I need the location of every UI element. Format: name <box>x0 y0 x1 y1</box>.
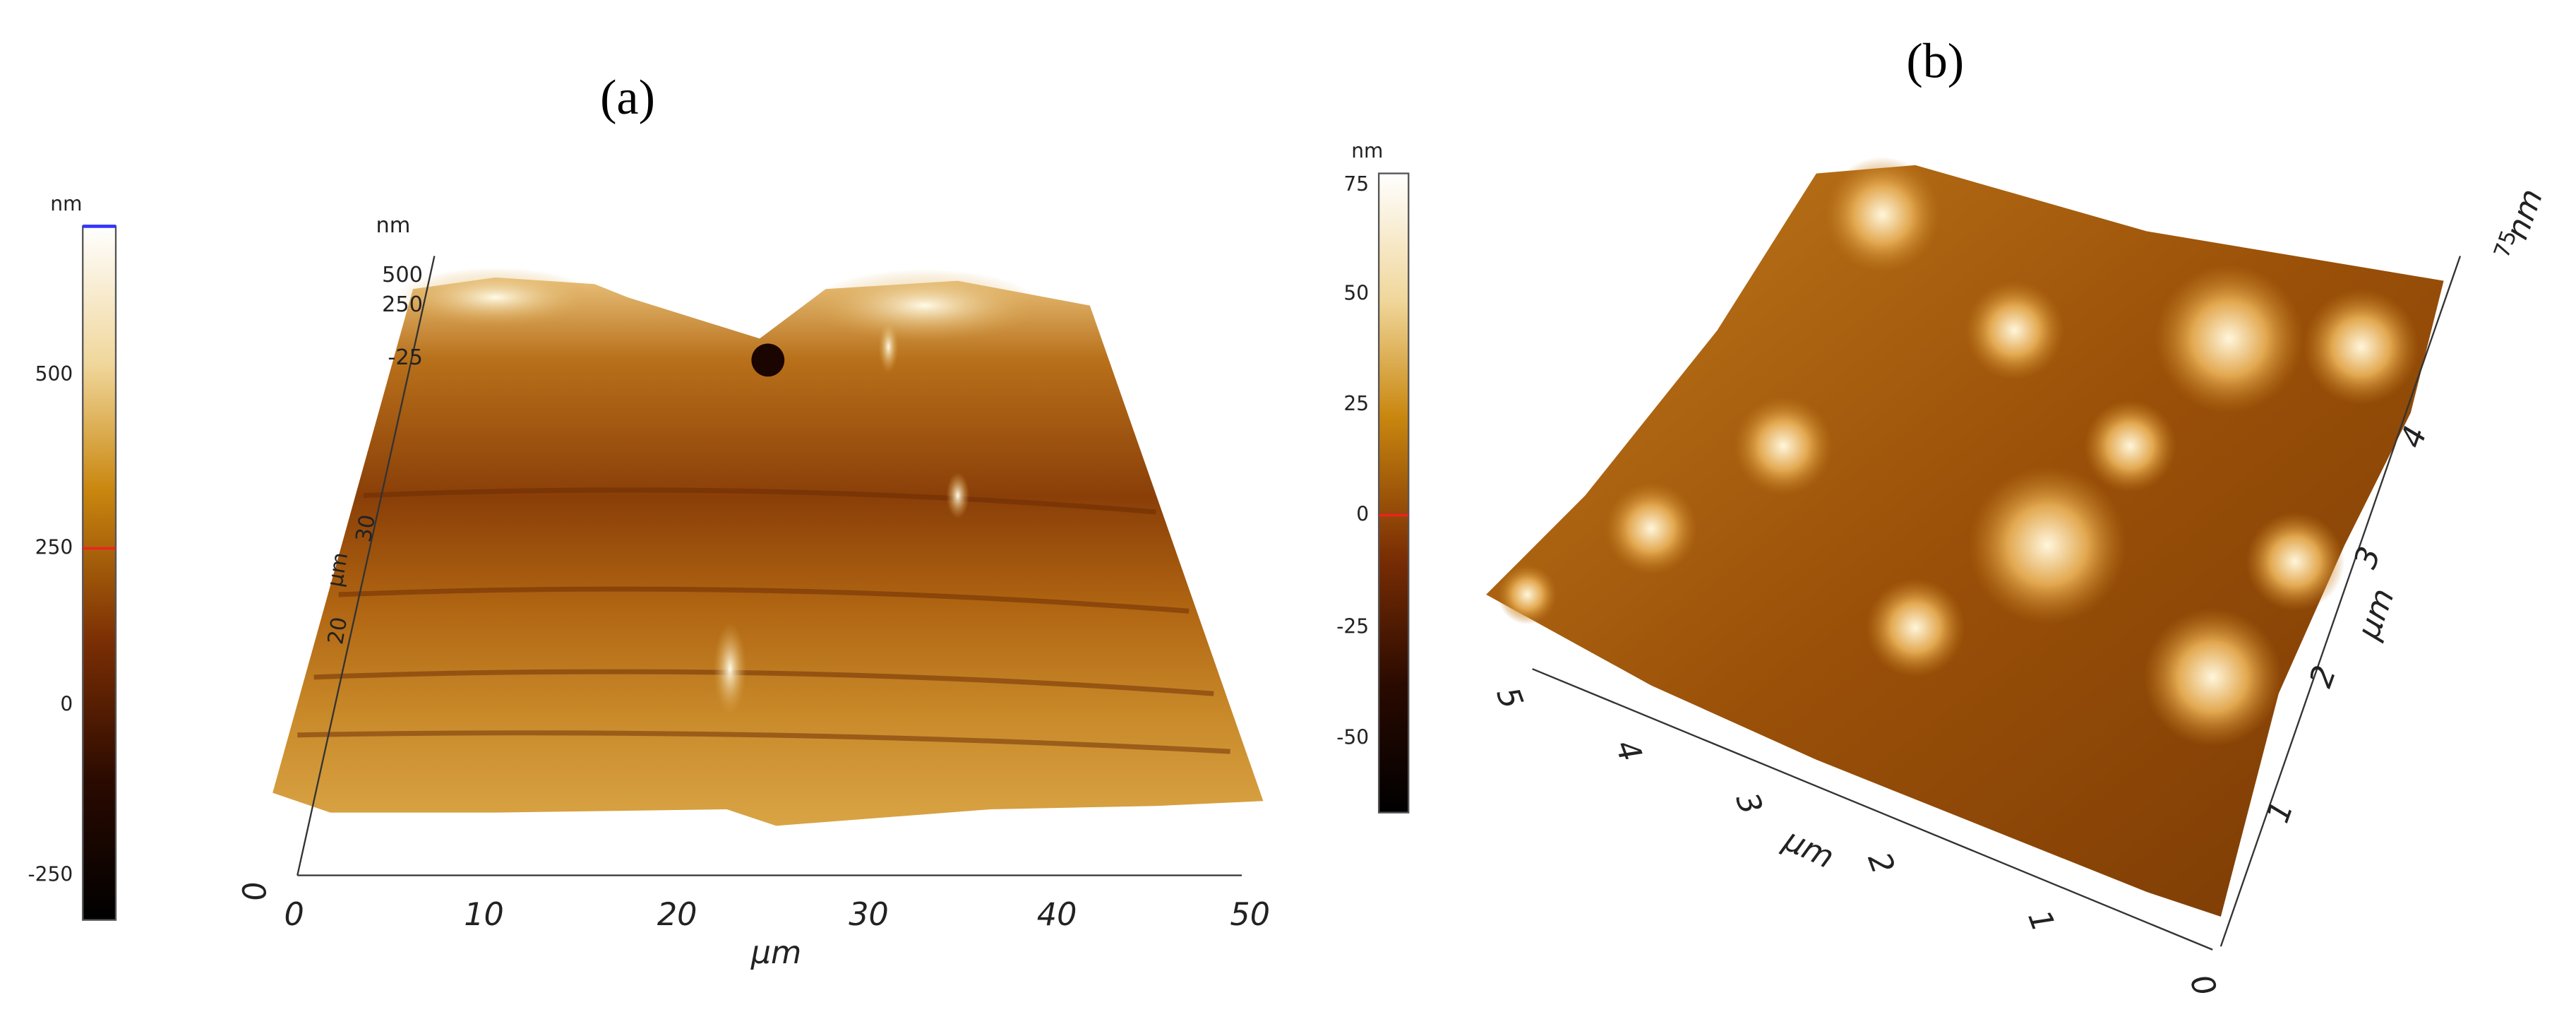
colorbar-tick-label: 75 <box>1343 172 1369 196</box>
origin-label: 0 <box>2182 970 2223 1001</box>
colorbar-tick-label: 0 <box>60 693 73 716</box>
surface-ridges <box>297 487 1230 754</box>
z-axis <box>296 256 436 876</box>
panel-b <box>1377 157 2462 951</box>
x-axis-tick-label: 40 <box>1037 897 1077 933</box>
y-axis-unit: µm <box>323 551 353 589</box>
surface-highlight <box>809 269 1041 343</box>
front-axis-unit: µm <box>1778 822 1839 876</box>
front-axis-tick-label: 3 <box>1728 788 1769 819</box>
colorbar-tick-label: -250 <box>28 863 73 886</box>
colorbar-tick-label: 250 <box>35 535 73 559</box>
panel-label: (b) <box>1906 34 1964 89</box>
front-axis-tick-label: 1 <box>2020 905 2061 936</box>
surface-pit <box>751 343 785 377</box>
panel-a <box>82 225 1264 921</box>
colorbar-unit: nm <box>50 192 82 215</box>
front-axis-tick-label: 5 <box>1489 682 1530 713</box>
front-axis <box>1532 668 2213 951</box>
y-axis-tick-label: 30 <box>352 513 381 544</box>
right-axis-tick-label: 1 <box>2260 797 2301 828</box>
colorbar-tick-label: -50 <box>1336 725 1369 749</box>
z-axis-tick-label: -25 <box>388 345 423 370</box>
colorbar-tick-label: 500 <box>35 362 73 386</box>
surface-peak <box>713 622 747 715</box>
panel-label: (a) <box>600 70 655 125</box>
right-axis-tick-label: 3 <box>2347 542 2388 573</box>
right-axis-unit: µm <box>2350 584 2402 645</box>
surface-highlight <box>396 267 595 328</box>
surface-peak <box>878 320 899 374</box>
z-axis-tick-label: 500 <box>382 263 423 287</box>
x-axis-unit: µm <box>750 935 802 971</box>
surface-peak <box>946 472 970 519</box>
origin-label: 0 <box>234 879 272 905</box>
x-axis-tick-label: 50 <box>1230 897 1270 933</box>
right-axis-tick-label: 4 <box>2394 422 2435 453</box>
colorbar <box>82 225 117 921</box>
colorbar-tick-label: 0 <box>1356 503 1369 526</box>
x-axis-tick-label: 20 <box>657 897 697 933</box>
surface-grains <box>1497 157 2419 747</box>
right-axis <box>2219 256 2462 947</box>
y-axis-tick-label: 20 <box>323 615 352 646</box>
colorbar-tick-label: 50 <box>1343 281 1369 304</box>
front-axis-tick-label: 2 <box>1860 847 1901 879</box>
colorbar-tick-label: 25 <box>1343 392 1369 415</box>
x-axis-tick-label: 10 <box>464 897 504 933</box>
z-axis-tick-label: 250 <box>382 292 423 317</box>
colorbar <box>1377 172 1410 814</box>
x-axis-tick-label: 30 <box>849 897 889 933</box>
afm-surface <box>272 277 1264 826</box>
z-axis-unit: nm <box>376 213 410 238</box>
x-axis-tick-label: 0 <box>284 897 304 933</box>
colorbar-tick-label: -25 <box>1336 615 1369 638</box>
colorbar-unit: nm <box>1351 139 1383 162</box>
right-axis-tick-label: 2 <box>2303 661 2344 692</box>
front-axis-tick-label: 4 <box>1607 735 1648 766</box>
